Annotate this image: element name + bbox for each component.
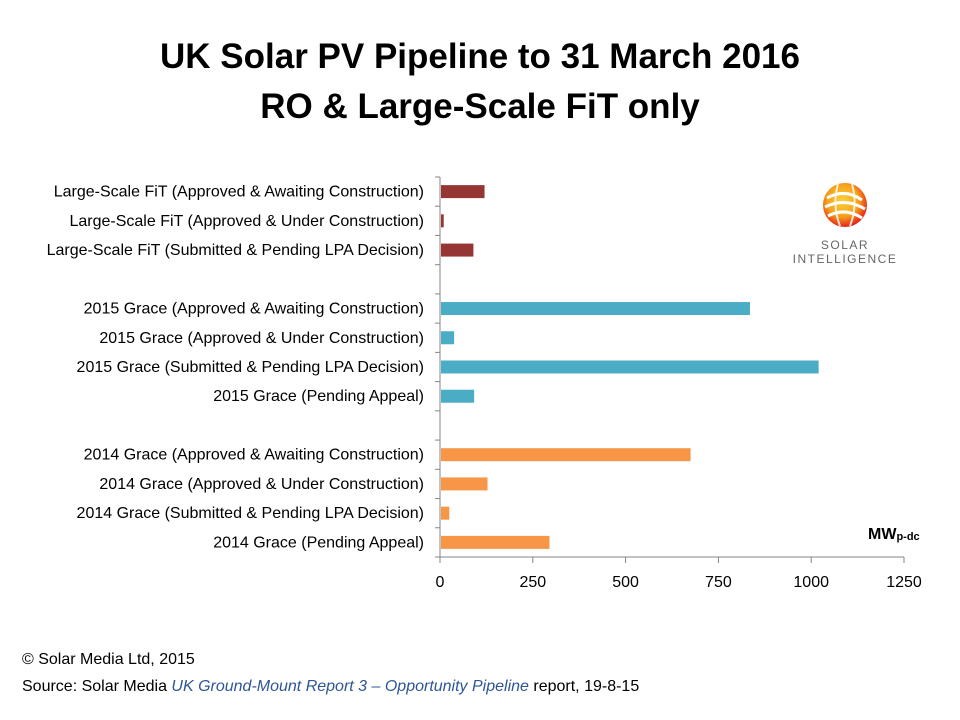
- category-label: Large-Scale FiT (Submitted & Pending LPA…: [47, 242, 424, 259]
- chart-title-line2: RO & Large-Scale FiT only: [260, 87, 700, 126]
- category-label: Large-Scale FiT (Approved & Awaiting Con…: [54, 184, 424, 201]
- x-tick-label: 500: [612, 574, 639, 591]
- bar: [441, 302, 750, 316]
- x-tick-label: 750: [705, 574, 732, 591]
- solar-intelligence-logo: SOLAR INTELLIGENCE: [790, 180, 900, 270]
- bar: [441, 360, 819, 374]
- category-label: 2015 Grace (Pending Appeal): [213, 388, 424, 405]
- bar: [441, 185, 485, 199]
- x-tick-label: 0: [436, 574, 445, 591]
- logo-sphere-icon: [823, 183, 867, 227]
- source-report-title: UK Ground-Mount Report 3 – Opportunity P…: [171, 678, 529, 695]
- source-text: Source: Solar Media UK Ground-Mount Repo…: [22, 677, 639, 697]
- bar: [441, 389, 475, 403]
- category-label: 2015 Grace (Submitted & Pending LPA Deci…: [77, 359, 424, 376]
- category-label: Large-Scale FiT (Approved & Under Constr…: [69, 213, 424, 230]
- x-tick-label: 250: [519, 574, 546, 591]
- category-label: 2014 Grace (Approved & Awaiting Construc…: [84, 447, 424, 464]
- bar: [441, 331, 455, 345]
- bar: [441, 448, 691, 462]
- unit-label: MWp-dc: [868, 526, 920, 544]
- category-label: 2015 Grace (Approved & Awaiting Construc…: [84, 301, 424, 318]
- x-tick-label: 1250: [886, 574, 922, 591]
- logo-text-line2: INTELLIGENCE: [792, 252, 898, 266]
- category-label: 2014 Grace (Pending Appeal): [213, 534, 424, 551]
- logo-text-line1: SOLAR: [820, 238, 870, 252]
- copyright-text: © Solar Media Ltd, 2015: [22, 651, 195, 668]
- source-suffix: report, 19-8-15: [528, 678, 640, 695]
- x-tick-label: 1000: [793, 574, 829, 591]
- unit-sub: p-dc: [896, 531, 920, 543]
- category-label: 2014 Grace (Approved & Under Constructio…: [99, 476, 424, 493]
- source-prefix: Source: Solar Media: [22, 678, 172, 695]
- bar: [441, 506, 450, 520]
- bar: [441, 477, 488, 491]
- bar: [441, 214, 444, 228]
- bar: [441, 243, 474, 257]
- category-label: 2014 Grace (Submitted & Pending LPA Deci…: [77, 505, 424, 522]
- category-label: 2015 Grace (Approved & Under Constructio…: [99, 330, 424, 347]
- bar: [441, 535, 550, 549]
- chart-title-line1: UK Solar PV Pipeline to 31 March 2016: [160, 37, 800, 76]
- unit-main: MW: [868, 526, 897, 543]
